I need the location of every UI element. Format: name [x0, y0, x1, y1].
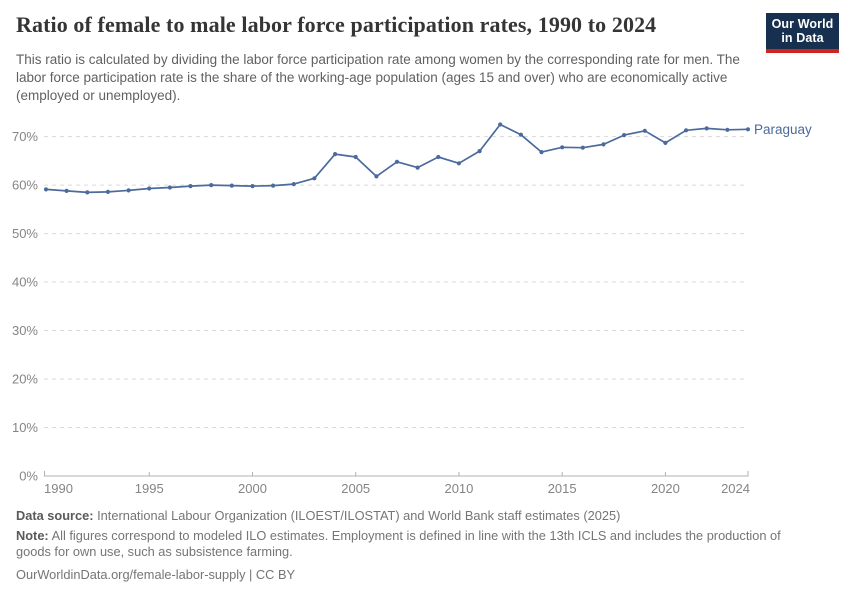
- y-tick-label-40: 40%: [12, 275, 38, 290]
- data-point-1991[interactable]: [64, 188, 69, 193]
- data-point-2023[interactable]: [725, 127, 730, 132]
- owid-url-link[interactable]: OurWorldinData.org/female-labor-supply |…: [16, 566, 296, 582]
- data-point-2004[interactable]: [333, 152, 338, 157]
- y-tick-label-20: 20%: [12, 372, 38, 387]
- data-point-2015[interactable]: [560, 145, 565, 150]
- note-line: Note: All figures correspond to modeled …: [16, 528, 812, 561]
- x-tick-label-2000: 2000: [238, 481, 267, 496]
- x-tick-label-1995: 1995: [135, 481, 164, 496]
- data-point-1995[interactable]: [147, 186, 152, 191]
- data-point-2012[interactable]: [498, 122, 503, 127]
- data-point-1998[interactable]: [209, 183, 214, 188]
- note-text: All figures correspond to modeled ILO es…: [16, 527, 781, 560]
- y-tick-label-50: 50%: [12, 226, 38, 241]
- data-point-2011[interactable]: [477, 149, 482, 154]
- trend-line-paraguay[interactable]: [45, 123, 749, 194]
- data-point-2002[interactable]: [291, 182, 296, 187]
- chart-subtitle: This ratio is calculated by dividing the…: [16, 52, 740, 103]
- x-tick-label-2020: 2020: [651, 481, 680, 496]
- chart-footer: Data source: International Labour Organi…: [16, 508, 816, 583]
- x-tick-label-2024: 2024: [721, 481, 750, 496]
- data-point-2016[interactable]: [580, 145, 585, 150]
- owid-logo-line2: in Data: [781, 31, 824, 45]
- x-tick-label-2015: 2015: [548, 481, 577, 496]
- data-source-text: International Labour Organization (ILOES…: [97, 508, 621, 523]
- data-point-2010[interactable]: [456, 161, 461, 166]
- data-point-2020[interactable]: [663, 140, 668, 145]
- data-point-1994[interactable]: [126, 188, 131, 193]
- data-point-2001[interactable]: [271, 183, 276, 188]
- data-point-2024[interactable]: [745, 127, 751, 132]
- data-point-2007[interactable]: [394, 159, 400, 164]
- y-tick-label-70: 70%: [12, 129, 38, 144]
- data-point-2008[interactable]: [415, 165, 420, 170]
- data-point-1992[interactable]: [85, 190, 90, 195]
- data-point-2018[interactable]: [622, 133, 627, 138]
- line-chart[interactable]: 0% 10% 20% 30% 40% 50% 60% 70% 1990 1995 2000 2005 2…: [0, 105, 850, 505]
- y-tick-label-60: 60%: [12, 178, 38, 193]
- data-point-2006[interactable]: [374, 174, 379, 179]
- data-point-1997[interactable]: [188, 184, 193, 189]
- data-point-2013[interactable]: [518, 132, 524, 137]
- y-tick-label-10: 10%: [12, 420, 38, 435]
- data-point-2003[interactable]: [312, 176, 317, 181]
- x-tick-label-2010: 2010: [444, 481, 473, 496]
- data-point-2022[interactable]: [704, 126, 709, 131]
- data-point-2005[interactable]: [353, 154, 358, 160]
- data-point-1996[interactable]: [167, 185, 172, 190]
- data-point-2014[interactable]: [539, 150, 544, 155]
- data-point-1990[interactable]: [43, 187, 49, 192]
- x-tick-label-2005: 2005: [341, 481, 370, 496]
- data-source-line: Data source: International Labour Organi…: [16, 508, 816, 525]
- data-point-1993[interactable]: [105, 189, 110, 194]
- data-point-1999[interactable]: [229, 183, 234, 188]
- data-point-2009[interactable]: [436, 154, 441, 160]
- y-tick-label-0: 0%: [19, 469, 38, 484]
- note-label: Note:: [16, 527, 49, 543]
- data-source-label: Data source:: [16, 508, 94, 523]
- y-tick-label-30: 30%: [12, 323, 38, 338]
- data-point-2019[interactable]: [642, 128, 647, 133]
- data-point-2000[interactable]: [250, 184, 255, 189]
- x-tick-label-1990: 1990: [44, 481, 73, 496]
- page-title: Ratio of female to male labor force part…: [16, 12, 657, 37]
- data-point-2021[interactable]: [684, 128, 689, 133]
- data-point-2017[interactable]: [601, 142, 606, 147]
- entity-label-paraguay[interactable]: Paraguay: [754, 122, 812, 137]
- owid-logo-line1: Our World: [771, 17, 834, 31]
- owid-logo[interactable]: Our World in Data: [766, 13, 839, 53]
